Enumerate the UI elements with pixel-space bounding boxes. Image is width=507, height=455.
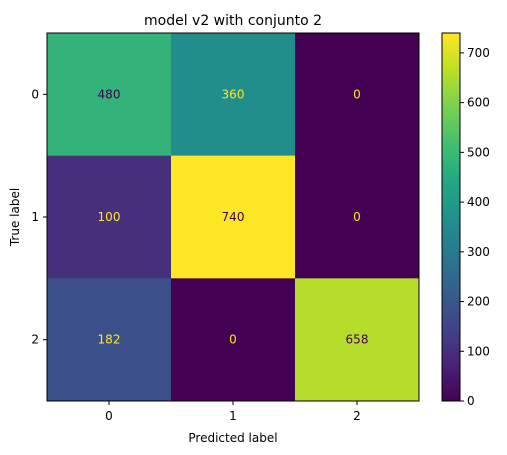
cell-value-label: 360 (222, 87, 245, 101)
cell-value-label: 100 (98, 210, 121, 224)
y-axis-label: True label (8, 188, 22, 247)
matrix-cell-labels: 480 360 0 100 740 0 182 0 658 (98, 87, 369, 346)
matrix-cell (47, 155, 172, 279)
colorbar-ticks: 0 100 200 300 400 500 600 700 (460, 46, 490, 408)
matrix-cell (171, 33, 296, 157)
cell-value-label: 740 (222, 210, 245, 224)
matrix-cell (47, 33, 172, 157)
x-tick-label: 0 (105, 409, 113, 423)
colorbar (441, 32, 461, 402)
y-axis-ticks: 0 1 2 (31, 87, 47, 347)
cell-value-label: 182 (98, 333, 121, 347)
matrix-cell (295, 155, 420, 279)
cell-value-label: 0 (229, 333, 237, 347)
colorbar-tick-label: 0 (467, 394, 475, 408)
y-tick-label: 1 (31, 210, 39, 224)
x-tick-label: 1 (229, 409, 237, 423)
x-tick-label: 2 (353, 409, 361, 423)
matrix-cells (47, 33, 420, 402)
colorbar-tick-label: 600 (467, 96, 490, 110)
x-axis-label: Predicted label (188, 431, 277, 445)
colorbar-tick-label: 300 (467, 245, 490, 259)
colorbar-tick-label: 200 (467, 295, 490, 309)
matrix-cell (171, 155, 296, 279)
y-tick-label: 2 (31, 333, 39, 347)
cell-value-label: 0 (353, 87, 361, 101)
cell-value-label: 658 (346, 333, 369, 347)
matrix-cell (171, 278, 296, 402)
y-tick-label: 0 (31, 87, 39, 101)
cell-value-label: 480 (98, 87, 121, 101)
cell-value-label: 0 (353, 210, 361, 224)
colorbar-tick-label: 400 (467, 195, 490, 209)
matrix-cell (295, 278, 420, 402)
matrix-cell (295, 33, 420, 157)
x-axis-ticks: 0 1 2 (105, 401, 361, 423)
matrix-cell (47, 278, 172, 402)
colorbar-tick-label: 100 (467, 344, 490, 358)
chart-title: model v2 with conjunto 2 (144, 13, 322, 29)
colorbar-tick-label: 700 (467, 46, 490, 60)
colorbar-tick-label: 500 (467, 145, 490, 159)
